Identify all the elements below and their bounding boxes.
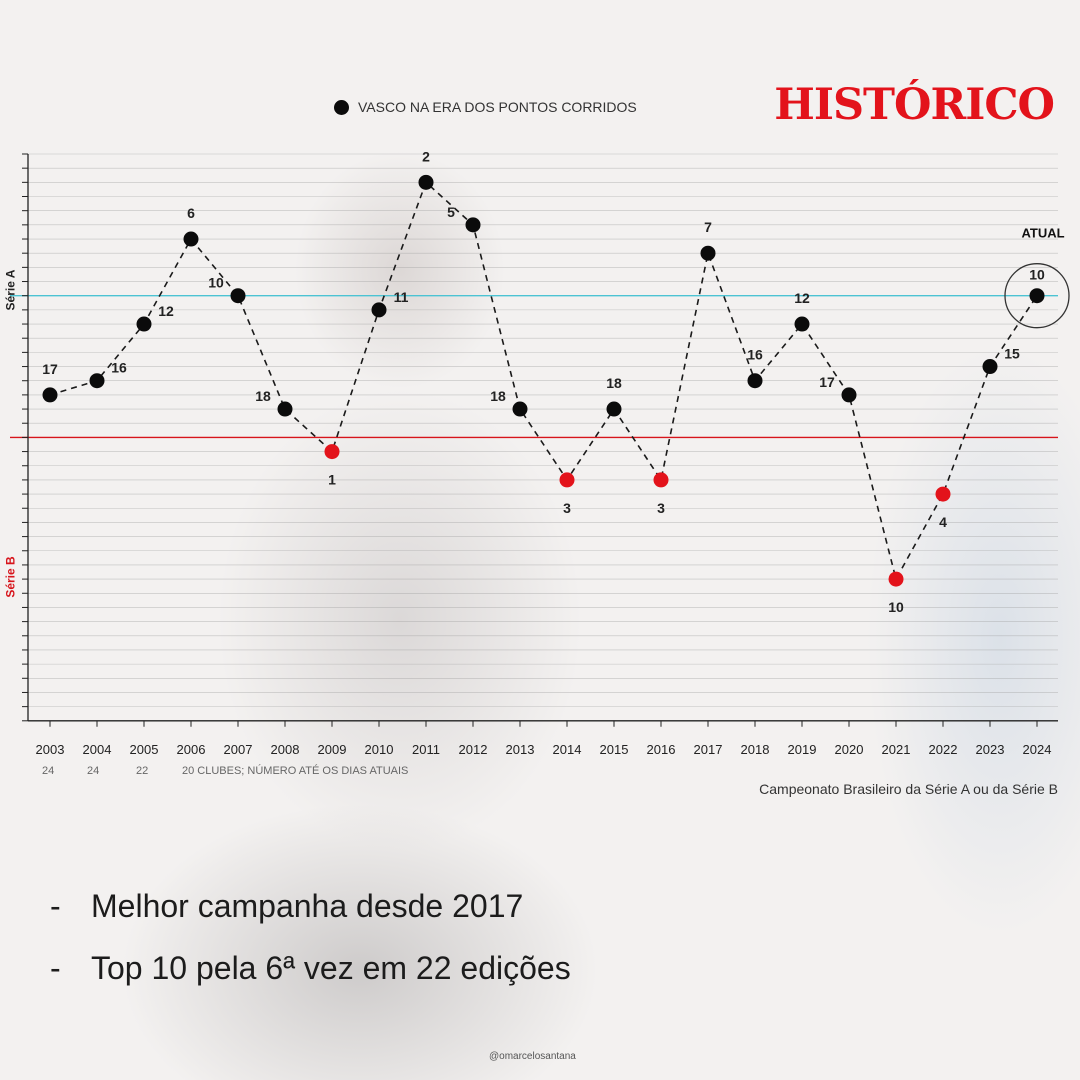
- club-count-2005: 22: [136, 765, 149, 777]
- x-tick-label: 2020: [835, 742, 864, 757]
- data-label: 12: [794, 290, 810, 306]
- data-point: [888, 571, 904, 587]
- reference-lines: [10, 295, 1058, 439]
- x-tick-label: 2004: [83, 742, 112, 757]
- data-point: [277, 401, 293, 417]
- legend-label: VASCO NA ERA DOS PONTOS CORRIDOS: [358, 99, 637, 115]
- data-point: [371, 302, 387, 318]
- data-point: [89, 373, 105, 389]
- axes: [22, 153, 1058, 727]
- author-credit: @omarcelosantana: [489, 1051, 576, 1062]
- x-tick-label: 2008: [271, 742, 300, 757]
- x-tick-label: 2019: [788, 742, 817, 757]
- club-count-2004: 24: [87, 765, 100, 777]
- x-tick-label: 2003: [36, 742, 65, 757]
- data-points: [42, 174, 1045, 587]
- x-tick-label: 2013: [506, 742, 535, 757]
- data-label: 10: [208, 275, 224, 291]
- x-tick-label: 2005: [130, 742, 159, 757]
- data-label: 18: [255, 388, 271, 404]
- series-line: [49, 180, 1038, 582]
- data-point: [841, 387, 857, 403]
- data-point: [559, 472, 575, 488]
- x-tick-label: 2016: [647, 742, 676, 757]
- data-point: [183, 231, 199, 247]
- x-tick-label: 2018: [741, 742, 770, 757]
- x-tick-label: 2023: [976, 742, 1005, 757]
- data-point: [465, 217, 481, 233]
- x-tick-label: 2007: [224, 742, 253, 757]
- data-label: 12: [158, 303, 174, 319]
- x-tick-labels: 2003 2004 2005 2006 2007 2008 2009 2010 2011 2012…: [36, 742, 1052, 757]
- data-label: 1: [328, 472, 336, 488]
- data-label: 15: [1004, 346, 1020, 362]
- zone-label-serie-a: Série A: [3, 269, 18, 311]
- highlight-item: - Melhor campanha desde 2017: [50, 890, 571, 922]
- x-tick-label: 2011: [412, 742, 440, 757]
- current-highlight-ring: [1004, 263, 1070, 329]
- highlights-list: - Melhor campanha desde 2017 - Top 10 pe…: [50, 890, 571, 1014]
- current-label: ATUAL: [1021, 226, 1064, 241]
- x-tick-label: 2024: [1023, 742, 1052, 757]
- highlight-text-2: Top 10 pela 6ª vez em 22 edições: [91, 950, 571, 986]
- data-label: 11: [394, 289, 409, 305]
- data-point: [42, 387, 58, 403]
- data-point: [230, 288, 246, 304]
- data-label: 16: [747, 347, 763, 363]
- data-label: 17: [42, 361, 58, 377]
- data-label: 18: [490, 388, 506, 404]
- zone-label-serie-b: Série B: [3, 556, 18, 598]
- data-label: 17: [819, 374, 835, 390]
- data-point: [418, 174, 434, 190]
- legend-marker: [334, 99, 349, 115]
- data-point: [136, 316, 152, 332]
- data-label: 3: [563, 500, 571, 516]
- x-tick-label: 2014: [553, 742, 582, 757]
- x-tick-label: 2022: [929, 742, 958, 757]
- x-tick-label: 2017: [694, 742, 723, 757]
- chart-legend: VASCO NA ERA DOS PONTOS CORRIDOS: [334, 99, 637, 115]
- page-title: HISTÓRICO: [774, 80, 1055, 130]
- data-point: [512, 401, 528, 417]
- data-label: 5: [447, 204, 455, 220]
- x-tick-label: 2012: [459, 742, 488, 757]
- x-tick-label: 2015: [600, 742, 629, 757]
- chart-caption: Campeonato Brasileiro da Série A ou da S…: [759, 781, 1058, 797]
- x-tick-label: 2010: [365, 742, 394, 757]
- data-label: 18: [606, 375, 622, 391]
- data-point: [747, 373, 763, 389]
- x-tick-label: 2009: [318, 742, 347, 757]
- data-label: 4: [939, 514, 947, 530]
- bullet-dash: -: [50, 888, 61, 924]
- data-point: [653, 472, 669, 488]
- data-label: 10: [888, 599, 904, 615]
- data-label: 7: [704, 219, 712, 235]
- x-tick-label: 2021: [882, 742, 911, 757]
- club-count-note: 20 CLUBES; NÚMERO ATÉ OS DIAS ATUAIS: [182, 765, 409, 777]
- highlight-text-1: Melhor campanha desde 2017: [91, 888, 524, 924]
- data-point: [1029, 288, 1045, 304]
- data-label: 6: [187, 205, 195, 221]
- data-point: [700, 245, 716, 261]
- highlight-item: - Top 10 pela 6ª vez em 22 edições: [50, 952, 571, 984]
- data-point: [794, 316, 810, 332]
- data-point: [935, 486, 951, 502]
- data-label: 16: [111, 360, 127, 376]
- data-label: 2: [422, 148, 430, 164]
- data-point: [606, 401, 622, 417]
- data-label: 10: [1029, 267, 1045, 283]
- data-point: [982, 359, 998, 375]
- club-count-2003: 24: [42, 765, 55, 777]
- data-point: [324, 444, 340, 460]
- bullet-dash: -: [50, 950, 61, 986]
- data-label: 3: [657, 500, 665, 516]
- x-tick-label: 2006: [177, 742, 206, 757]
